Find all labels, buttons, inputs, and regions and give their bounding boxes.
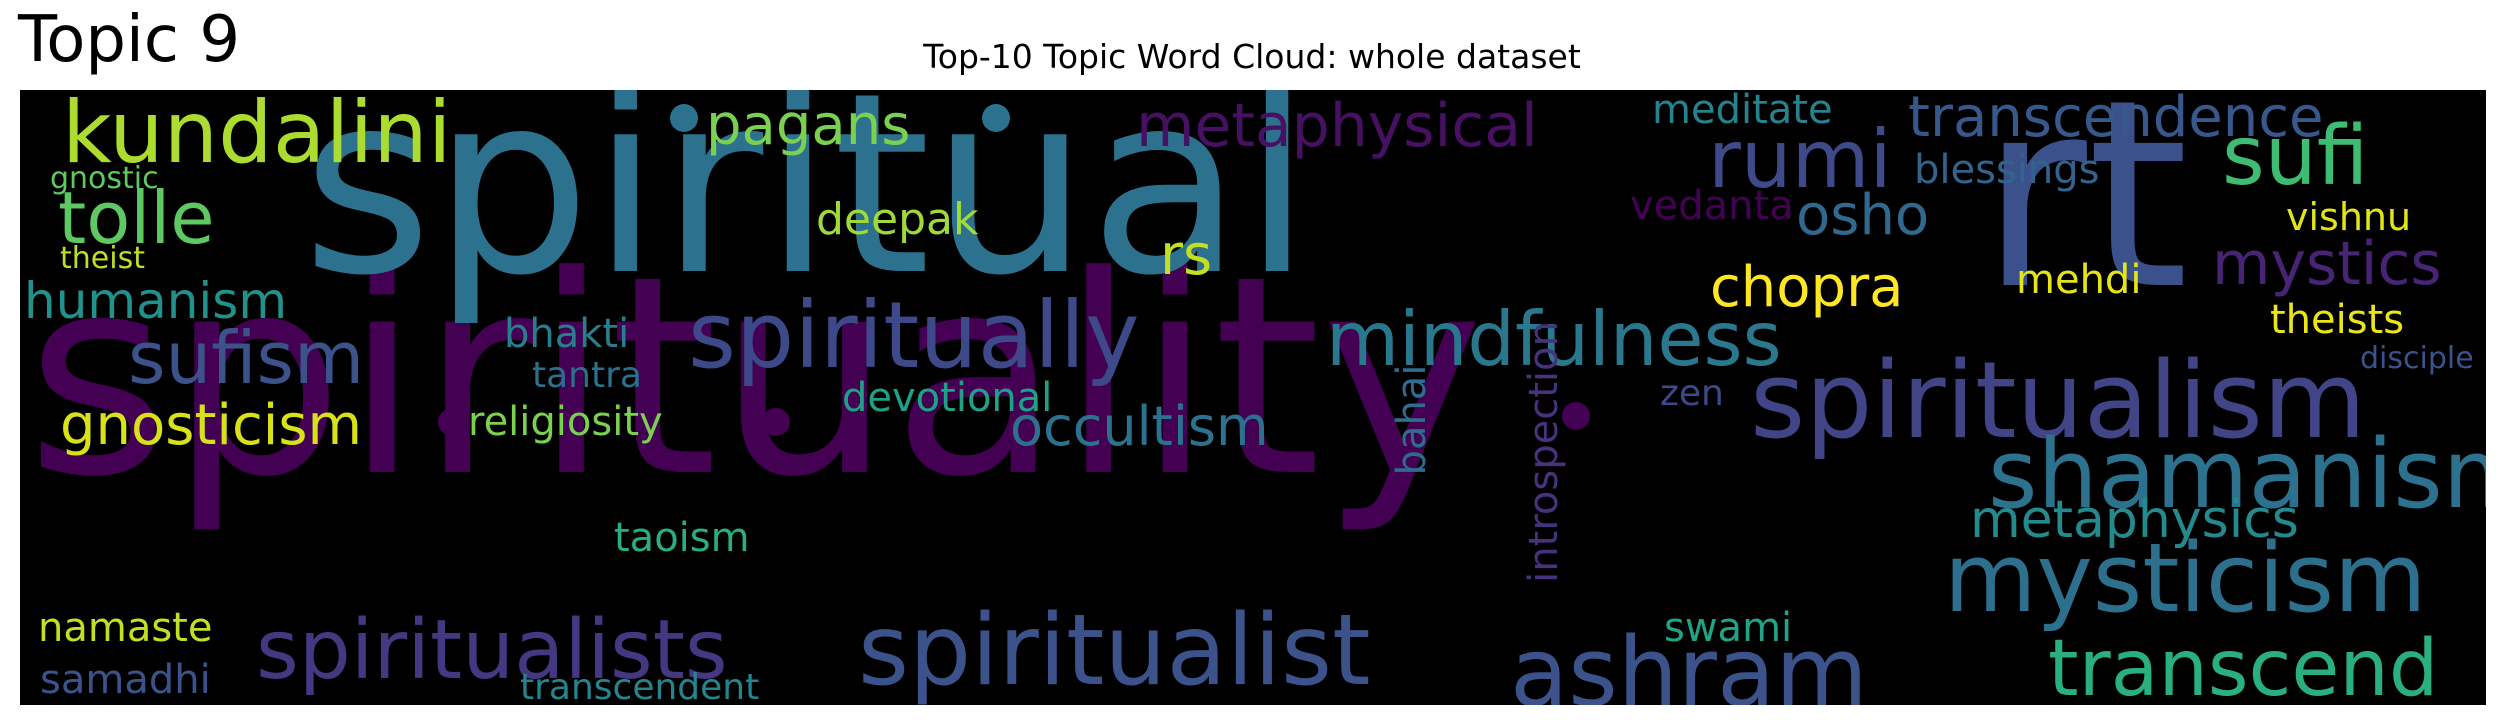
word-vedanta: vedanta (1630, 183, 1794, 229)
word-spiritualists: spiritualists (256, 603, 728, 698)
word-bahai: gnostic (50, 161, 159, 196)
word-occultism: occultism (1010, 395, 1269, 458)
word-humanism: humanism (24, 272, 288, 330)
word-spiritual: spiritual (302, 90, 1312, 330)
word-zen: zen (1660, 373, 1724, 414)
word-namaste: namaste (38, 605, 213, 651)
word-metaphysics: metaphysics (1970, 490, 2299, 550)
word-tantra: tantra (532, 355, 642, 396)
word-introspection: theist (60, 241, 145, 276)
word-blessings: blessings (1914, 147, 2100, 193)
topic-label: Topic 9 (18, 3, 241, 77)
word-spiritualism: spiritualism (1750, 339, 2367, 462)
word-sufi: sufi (2222, 109, 2369, 204)
cloud-dot (1562, 402, 1590, 430)
word-mysticism: mysticism (1944, 524, 2427, 634)
word-metaphysical: metaphysical (1136, 91, 1538, 161)
word-meditate: meditate (1652, 90, 1833, 133)
word-cloud-title: Top-10 Topic Word Cloud: whole dataset (923, 37, 1581, 76)
word-theist: disciple (2360, 341, 2474, 376)
word-deepak: deepak (816, 194, 979, 245)
word-bhakti: bhakti (504, 311, 630, 357)
cloud-dot (670, 104, 698, 132)
word-transcend: transcend (2048, 624, 2439, 705)
word-rs: rs (1160, 223, 1213, 288)
word-spirituality: spirituality (26, 217, 1484, 537)
word-gnosticism: gnosticism (60, 393, 363, 458)
word-transcendence: transcendence (1908, 90, 2324, 150)
word-tolle: tolle (58, 176, 215, 260)
cloud-dot (982, 104, 1010, 132)
word-mehdi: mehdi (2016, 257, 2142, 303)
word-theists: theists (2270, 297, 2405, 343)
word-devotional: devotional (842, 375, 1053, 421)
word-osho: osho (1796, 183, 1930, 248)
word-vishnu: vishnu (2286, 195, 2412, 239)
word-sufism: sufism (128, 316, 365, 400)
word-rt: rt (1980, 90, 2189, 347)
word-shamanism: shamanism (1988, 420, 2486, 530)
word-gnostic: introspection (1521, 321, 1567, 583)
word-ashram: ashram (1510, 618, 1868, 706)
word-rumi: rumi (1708, 113, 1892, 206)
word-mystics: mystics (2212, 229, 2442, 299)
word-mindfulness: mindfulness (1326, 295, 1782, 383)
word-transcendent: transcendent (520, 667, 760, 706)
word-cloud: spirituality spiritual rt spiritualism s… (20, 90, 2486, 705)
word-chopra: chopra (1710, 255, 1904, 320)
word-spiritually: spiritually (688, 282, 1140, 389)
cloud-dot (762, 408, 790, 436)
word-pagans: pagans (706, 93, 911, 158)
word-spiritualist: spiritualist (858, 594, 1371, 705)
word-swami: swami (1664, 605, 1793, 651)
word-religiosity: religiosity (468, 399, 663, 445)
word-disciple: bahai (1389, 364, 1435, 476)
word-taoism: taoism (614, 515, 750, 561)
cloud-dot (438, 408, 466, 436)
word-samadhi: samadhi (40, 657, 211, 703)
word-kundalini: kundalini (62, 90, 452, 183)
